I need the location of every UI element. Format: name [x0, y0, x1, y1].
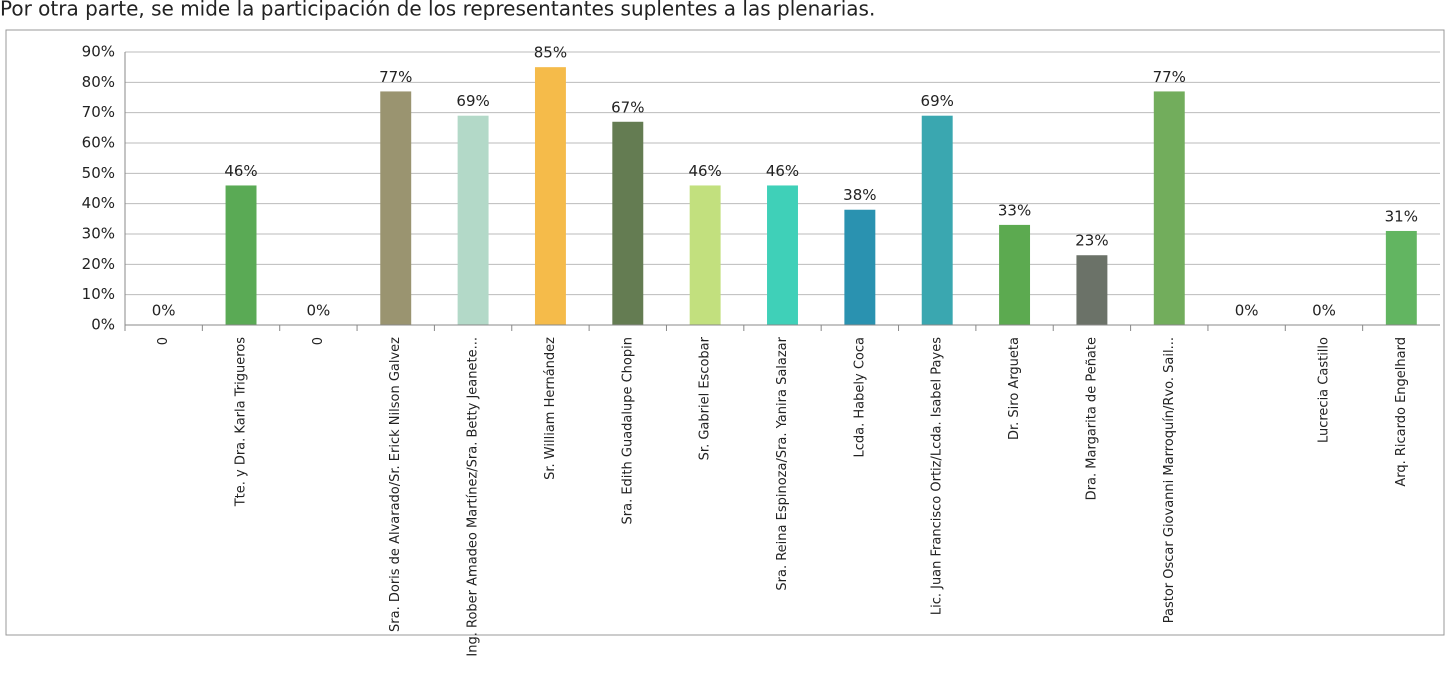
bar — [612, 121, 644, 326]
x-tick-label: 0 — [311, 337, 326, 345]
y-tick-label: 70% — [82, 103, 115, 121]
x-tick-label: Tte. y Dra. Karla Trigueros — [234, 337, 249, 508]
x-tick-label: Lucrecia Castillo — [1316, 337, 1331, 443]
value-label: 0% — [306, 302, 330, 320]
bar — [225, 185, 257, 325]
x-tick-label: 0 — [156, 337, 171, 345]
x-tick-label: Pastor Oscar Giovanni Marroquín/Rvo. Sai… — [1162, 337, 1177, 623]
y-tick-label: 30% — [82, 225, 115, 243]
value-label: 0% — [152, 302, 176, 320]
value-label: 38% — [843, 186, 876, 204]
value-label: 77% — [1153, 68, 1186, 86]
chart-frame — [5, 29, 1445, 636]
y-tick-label: 0% — [91, 316, 115, 334]
x-tick-label: Sra. Doris de Alvarado/Sr. Erick Nilson … — [388, 337, 403, 632]
intro-text: Por otra parte, se mide la participación… — [0, 0, 875, 21]
x-tick-label: Lic. Juan Francisco Ortiz/Lcda. Isabel P… — [930, 337, 945, 615]
value-label: 69% — [921, 92, 954, 110]
x-tick-label: Lcda. Habely Coca — [852, 337, 867, 457]
bar — [534, 67, 566, 326]
y-tick-label: 50% — [82, 164, 115, 182]
bar — [999, 224, 1031, 325]
bar — [1385, 230, 1417, 325]
x-tick-label: Arq. Ricardo Engelhard — [1394, 337, 1409, 487]
value-label: 85% — [534, 44, 567, 62]
x-tick-label: Sr. William Hernández — [543, 337, 558, 480]
value-label: 23% — [1075, 232, 1108, 250]
x-tick-label: Sra. Edith Guadalupe Chopin — [620, 337, 635, 524]
value-label: 46% — [688, 162, 721, 180]
x-tick-label: Dra. Margarita de Peñate — [1084, 337, 1099, 500]
y-tick-label: 80% — [82, 73, 115, 91]
bar — [1153, 91, 1185, 325]
value-label: 0% — [1312, 302, 1336, 320]
bar — [767, 185, 798, 325]
y-tick-label: 40% — [82, 194, 115, 212]
value-label: 46% — [766, 162, 799, 180]
bar — [844, 209, 876, 325]
bar — [380, 91, 412, 325]
x-tick-label: Dr. Siro Argueta — [1007, 337, 1022, 440]
y-tick-label: 10% — [82, 285, 115, 303]
y-tick-label: 90% — [82, 43, 115, 61]
value-label: 31% — [1385, 207, 1418, 225]
x-tick-label: Sra. Reina Espinoza/Sra. Yanira Salazar — [775, 336, 790, 590]
y-tick-label: 60% — [82, 134, 115, 152]
bar — [921, 115, 953, 325]
x-tick-label: Sr. Gabriel Escobar — [698, 336, 713, 460]
bar — [1076, 255, 1108, 325]
value-label: 67% — [611, 98, 644, 116]
y-tick-label: 20% — [82, 255, 115, 273]
value-label: 0% — [1235, 302, 1259, 320]
bar — [689, 185, 721, 325]
value-label: 33% — [998, 201, 1031, 219]
value-label: 69% — [456, 92, 489, 110]
value-label: 77% — [379, 68, 412, 86]
value-label: 46% — [224, 162, 257, 180]
x-tick-label: Ing. Rober Amadeo Martínez/Sra. Betty Je… — [466, 337, 481, 657]
bar — [457, 115, 489, 325]
